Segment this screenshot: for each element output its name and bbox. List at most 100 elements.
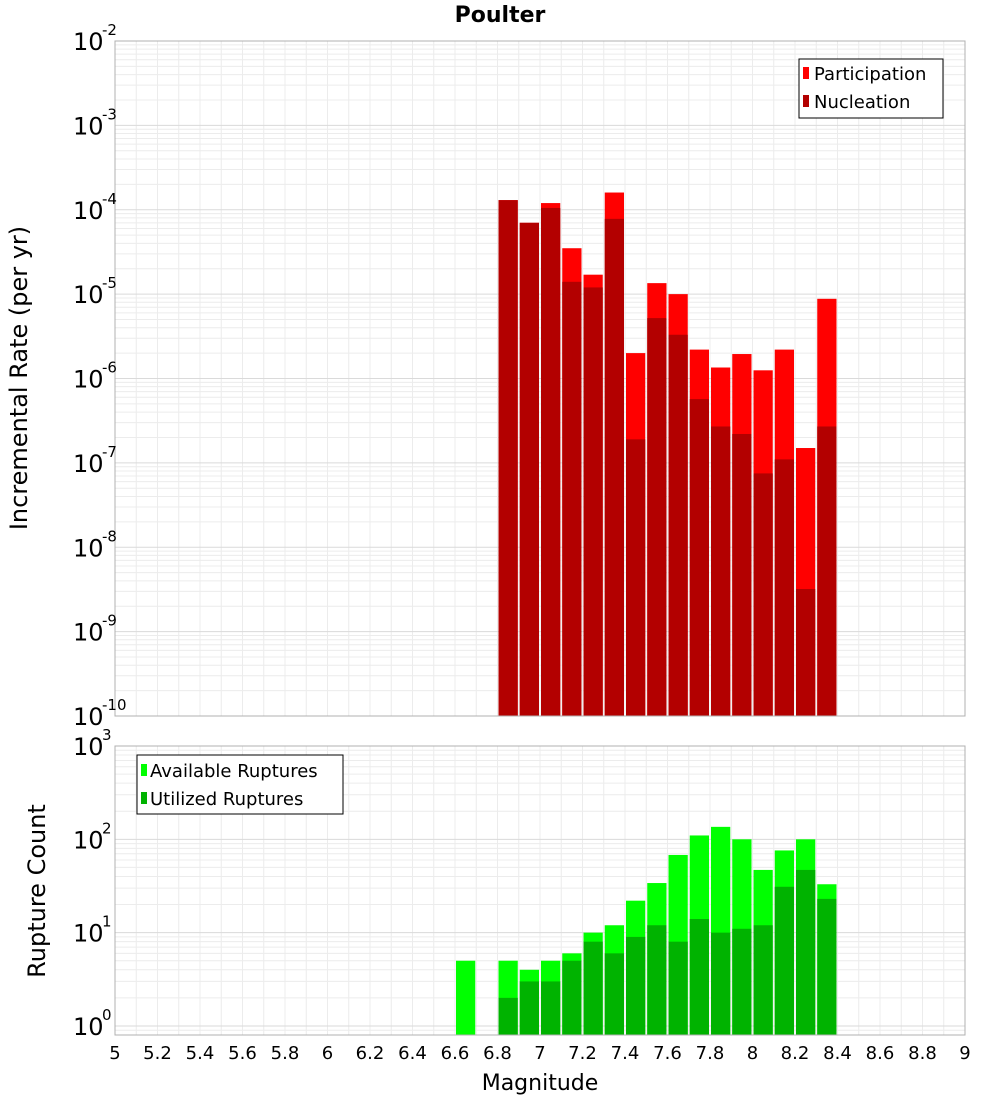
top-bar-nucleation — [689, 399, 709, 716]
bottom-plot-frame — [114, 745, 966, 1036]
x-tick-label: 6.6 — [441, 1043, 470, 1064]
bottom-bar-utilized-ruptures — [732, 928, 752, 1035]
bottom-bar-utilized-ruptures — [519, 981, 539, 1035]
top-bar-nucleation — [774, 459, 794, 716]
bottom-bar-utilized-ruptures — [817, 898, 837, 1035]
top-plot-frame — [114, 40, 966, 717]
bottom-y-tick-exponent: 2 — [102, 819, 112, 837]
bottom-bar-utilized-ruptures — [583, 941, 603, 1035]
x-tick-label: 8 — [747, 1043, 758, 1064]
bottom-legend: Available Ruptures Utilized Ruptures — [136, 754, 344, 815]
legend-swatch-nucleation — [803, 95, 809, 107]
x-tick-label: 7 — [534, 1043, 545, 1064]
top-y-tick-exponent: -3 — [102, 105, 117, 123]
chart-title: Poulter — [455, 3, 546, 28]
x-tick-label: 6.8 — [483, 1043, 512, 1064]
bottom-bar-utilized-ruptures — [774, 886, 794, 1035]
top-gridlines — [114, 41, 966, 717]
x-tick-label: 6 — [322, 1043, 333, 1064]
top-bar-nucleation — [711, 426, 731, 716]
legend-swatch-available — [141, 764, 147, 776]
bottom-bar-utilized-ruptures — [541, 981, 561, 1035]
top-bar-nucleation — [498, 200, 518, 716]
bottom-y-tick-base: 10 — [73, 1013, 104, 1041]
legend-swatch-participation — [803, 67, 809, 79]
top-y-tick-base: 10 — [73, 281, 104, 309]
top-y-tick-base: 10 — [73, 112, 104, 140]
x-tick-label: 7.2 — [568, 1043, 597, 1064]
bottom-y-tick-base: 10 — [73, 733, 104, 761]
top-bar-nucleation — [583, 287, 603, 716]
top-bar-nucleation — [519, 222, 539, 716]
bottom-bar-utilized-ruptures — [647, 925, 667, 1035]
top-y-tick-exponent: -5 — [102, 274, 117, 292]
x-tick-label: 7.6 — [653, 1043, 682, 1064]
x-tick-label: 8.6 — [866, 1043, 895, 1064]
bottom-bar-utilized-ruptures — [498, 997, 518, 1035]
top-y-tick-base: 10 — [73, 450, 104, 478]
top-bar-nucleation — [817, 426, 837, 716]
bottom-y-tick-exponent: 1 — [102, 913, 112, 931]
x-tick-label: 5.8 — [271, 1043, 300, 1064]
top-bar-nucleation — [647, 318, 667, 716]
top-legend-box — [798, 58, 944, 119]
x-tick-label: 8.8 — [908, 1043, 937, 1064]
top-y-tick-base: 10 — [73, 366, 104, 394]
bottom-bar-utilized-ruptures — [753, 925, 773, 1035]
bottom-bar-utilized-ruptures — [562, 960, 582, 1035]
top-bar-nucleation — [753, 473, 773, 716]
x-tick-label: 6.2 — [356, 1043, 385, 1064]
bottom-y-axis-label: Rupture Count — [23, 804, 51, 978]
bottom-y-tick-base: 10 — [73, 920, 104, 948]
x-tick-label: 6.4 — [398, 1043, 427, 1064]
bottom-bar-utilized-ruptures — [604, 953, 624, 1035]
legend-label-utilized: Utilized Ruptures — [150, 789, 303, 810]
x-tick-label: 5 — [109, 1043, 120, 1064]
top-y-tick-exponent: -6 — [102, 359, 117, 377]
top-y-tick-exponent: -9 — [102, 612, 117, 630]
incremental-rate-chart: Poulter Incremental Rate (per yr) 10-101… — [5, 3, 966, 731]
bottom-y-tick-exponent: 3 — [102, 726, 112, 744]
bottom-legend-box — [136, 754, 344, 815]
top-y-tick-base: 10 — [73, 197, 104, 225]
top-bar-nucleation — [604, 218, 624, 716]
x-tick-label: 5.4 — [186, 1043, 215, 1064]
bottom-bar-available-ruptures — [456, 960, 476, 1035]
legend-swatch-utilized — [141, 792, 147, 804]
top-y-tick-base: 10 — [73, 703, 104, 731]
x-tick-label: 8.4 — [823, 1043, 852, 1064]
top-bar-nucleation — [541, 207, 561, 716]
top-bar-nucleation — [562, 281, 582, 716]
top-bar-nucleation — [668, 334, 688, 716]
bottom-bars — [456, 826, 837, 1035]
top-y-tick-exponent: -7 — [102, 443, 117, 461]
top-y-tick-base: 10 — [73, 619, 104, 647]
bottom-bar-utilized-ruptures — [711, 932, 731, 1035]
x-axis-label: Magnitude — [482, 1071, 599, 1096]
bottom-bar-utilized-ruptures — [796, 869, 816, 1035]
x-tick-label: 5.6 — [228, 1043, 257, 1064]
bottom-bar-utilized-ruptures — [689, 919, 709, 1035]
legend-label-available: Available Ruptures — [150, 761, 318, 782]
top-y-tick-exponent: -8 — [102, 527, 117, 545]
top-bar-nucleation — [626, 439, 646, 716]
x-tick-labels: 5 5.2 5.4 5.6 5.8 6 6.2 6.4 6.6 6.8 7 7.2 7.4 7.6 7.8 8… — [109, 1043, 970, 1064]
top-y-axis-label: Incremental Rate (per yr) — [5, 226, 33, 530]
top-bars — [498, 192, 837, 717]
x-tick-label: 5.2 — [143, 1043, 172, 1064]
x-tick-label: 8.2 — [781, 1043, 810, 1064]
x-tick-label: 9 — [959, 1043, 970, 1064]
top-bar-nucleation — [732, 433, 752, 716]
legend-label-nucleation: Nucleation — [814, 92, 910, 113]
top-y-tick-exponent: -2 — [102, 21, 117, 39]
legend-label-participation: Participation — [814, 64, 926, 85]
bottom-y-tick-exponent: 0 — [102, 1006, 112, 1024]
top-y-tick-exponent: -4 — [102, 190, 117, 208]
bottom-bar-utilized-ruptures — [626, 936, 646, 1035]
top-y-tick-base: 10 — [73, 534, 104, 562]
bottom-y-tick-base: 10 — [73, 826, 104, 854]
